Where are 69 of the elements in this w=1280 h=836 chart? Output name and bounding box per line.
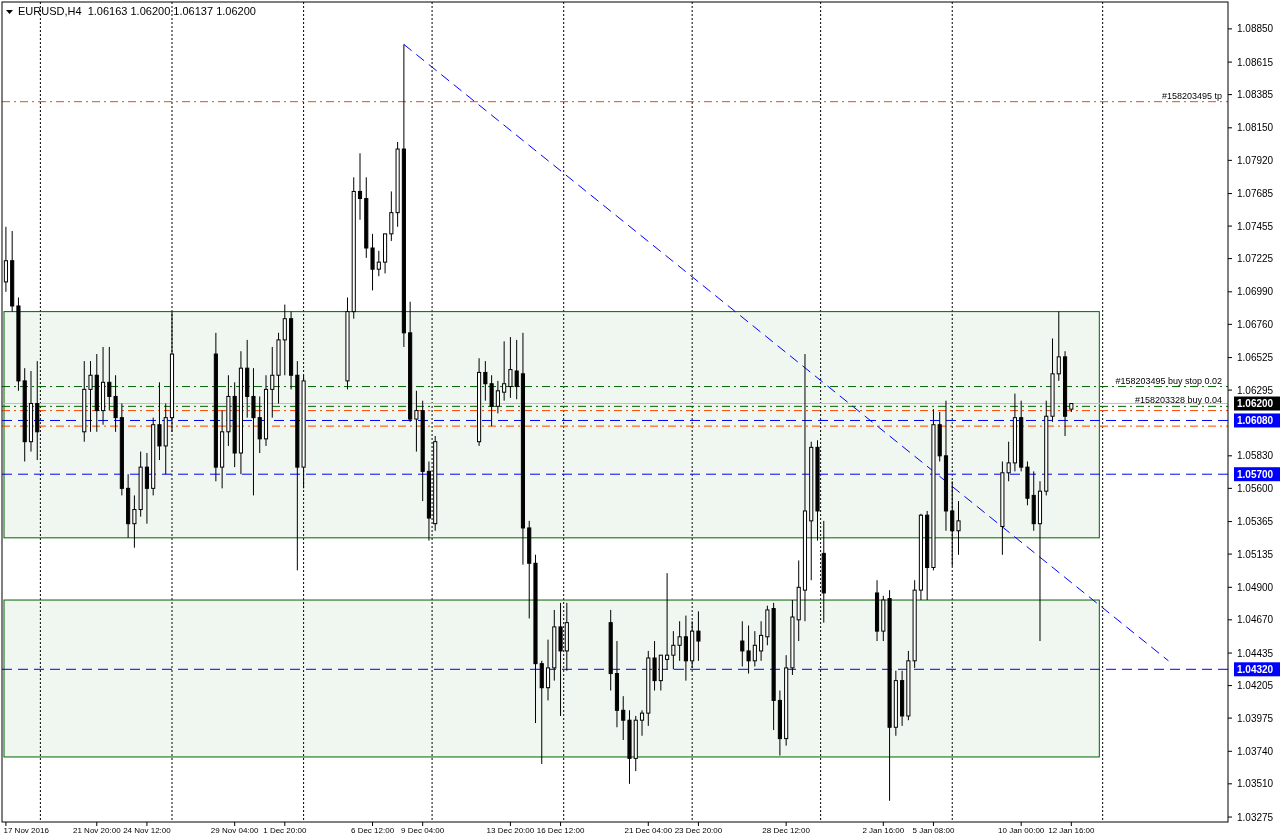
y-tick-label: 1.03510 — [1237, 778, 1274, 790]
candlestick — [759, 620, 764, 662]
candlestick — [545, 639, 551, 701]
x-tick-label: 9 Dec 04:00 — [401, 826, 445, 835]
ref-line-label: 1.05700 — [1237, 468, 1274, 480]
candlestick — [495, 380, 500, 414]
candlestick — [357, 152, 363, 221]
y-tick-label: 1.04435 — [1237, 647, 1274, 659]
chart-title: EURUSD,H4 1.06163 1.06200 1.06137 1.06200 — [18, 5, 256, 17]
y-tick-label: 1.05135 — [1237, 548, 1274, 560]
y-tick-label: 1.07920 — [1237, 154, 1274, 166]
x-tick-label: 28 Dec 12:00 — [762, 826, 811, 835]
ref-line-label: #158203495 tp — [1161, 90, 1222, 101]
y-tick-label: 1.08150 — [1237, 122, 1274, 134]
candlestick — [696, 610, 701, 662]
ref-line-label: 1.06200 — [1237, 398, 1274, 410]
candlestick — [376, 250, 381, 277]
x-tick-label: 13 Dec 20:00 — [486, 826, 535, 835]
candlestick — [752, 630, 757, 667]
x-tick-label: 16 Dec 12:00 — [536, 826, 585, 835]
candlestick — [251, 367, 256, 496]
y-tick-label: 1.07455 — [1237, 220, 1274, 232]
candlestick — [956, 500, 961, 556]
y-tick-label: 1.04900 — [1237, 581, 1274, 593]
candlestick — [88, 360, 93, 433]
y-tick-label: 1.06760 — [1237, 318, 1274, 330]
x-tick-label: 29 Nov 04:00 — [210, 826, 260, 835]
x-tick-label: 1 Dec 20:00 — [263, 826, 307, 835]
y-tick-label: 1.05365 — [1237, 516, 1274, 528]
ref-line-label: 1.06080 — [1237, 414, 1274, 426]
ref-line-label: 1.04320 — [1237, 663, 1274, 675]
y-tick-label: 1.08615 — [1237, 56, 1274, 68]
y-tick-label: 1.04205 — [1237, 680, 1274, 692]
y-tick-label: 1.04670 — [1237, 614, 1274, 626]
x-tick-label: 21 Dec 04:00 — [624, 826, 673, 835]
x-tick-label: 24 Nov 12:00 — [123, 826, 172, 835]
candlestick — [665, 572, 670, 670]
candlestick — [1056, 311, 1061, 382]
y-tick-label: 1.07225 — [1237, 253, 1274, 265]
candlestick — [370, 233, 375, 291]
y-tick-label: 1.06295 — [1237, 384, 1274, 396]
y-tick-label: 1.06525 — [1237, 352, 1274, 364]
x-tick-label: 21 Nov 20:00 — [72, 826, 122, 835]
y-tick-label: 1.05600 — [1237, 482, 1274, 494]
y-tick-label: 1.06990 — [1237, 286, 1274, 298]
x-tick-label: 17 Nov 2016 — [3, 826, 50, 835]
candlestick — [621, 695, 626, 741]
y-tick-label: 1.08850 — [1237, 23, 1274, 35]
x-tick-label: 12 Jan 16:00 — [1048, 826, 1095, 835]
ref-line-label: #158203328 buy 0.04 — [1134, 395, 1222, 406]
y-tick-label: 1.07685 — [1237, 188, 1274, 200]
candlestick — [157, 381, 162, 461]
candlestick — [502, 340, 507, 402]
y-tick-label: 1.03275 — [1237, 811, 1274, 823]
y-tick-label: 1.08385 — [1237, 89, 1274, 101]
candlestick — [282, 304, 287, 376]
x-tick-label: 10 Jan 00:00 — [998, 826, 1045, 835]
y-tick-label: 1.05830 — [1237, 450, 1274, 462]
candlestick — [270, 346, 275, 419]
x-tick-label: 6 Dec 12:00 — [350, 826, 395, 835]
y-tick-label: 1.03740 — [1237, 745, 1274, 757]
x-tick-label: 2 Jan 16:00 — [862, 826, 905, 835]
x-tick-label: 5 Jan 08:00 — [912, 826, 955, 835]
candlestick — [144, 452, 149, 525]
candlestick — [639, 709, 645, 737]
ref-line-label: #158203495 buy stop 0.02 — [1115, 375, 1222, 386]
y-tick-label: 1.03975 — [1237, 712, 1274, 724]
candlestick — [257, 395, 262, 454]
x-tick-label: 23 Dec 20:00 — [674, 826, 723, 835]
